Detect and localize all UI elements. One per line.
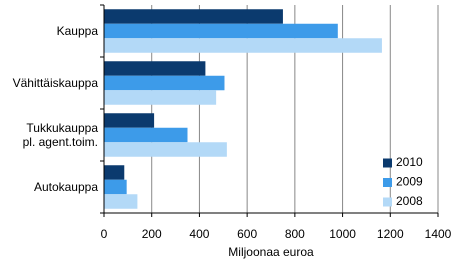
x-axis-label: Miljoonaa euroa — [228, 245, 314, 259]
y-tick-label: Tukkukauppa pl. agent.toim. — [22, 121, 98, 149]
legend-swatch — [383, 178, 392, 187]
x-tick-label: 600 — [237, 227, 257, 241]
bar — [104, 165, 125, 180]
x-tick-label: 1400 — [425, 227, 452, 241]
bar — [104, 127, 188, 143]
bar — [104, 142, 227, 157]
legend-label: 2009 — [396, 175, 423, 189]
x-tick-label: 200 — [142, 227, 162, 241]
y-tick-label: Vähittäiskauppa — [12, 76, 98, 90]
legend-label: 2008 — [396, 194, 423, 208]
y-tick-label: Autokauppa — [33, 180, 98, 194]
legend-swatch — [383, 158, 392, 168]
bar — [104, 38, 382, 53]
bar — [104, 90, 217, 105]
bar — [104, 9, 283, 24]
legend-label: 2010 — [396, 155, 423, 169]
x-tick-label: 400 — [189, 227, 209, 241]
y-tick-label: Kauppa — [56, 24, 98, 38]
x-tick-label: 1200 — [377, 227, 404, 241]
bar — [104, 113, 155, 128]
bar — [104, 179, 127, 195]
bar — [104, 23, 338, 39]
x-tick-label: 1000 — [329, 227, 356, 241]
x-tick-label: 0 — [101, 227, 108, 241]
bar — [104, 75, 225, 91]
bar — [104, 194, 138, 209]
legend-swatch — [383, 197, 392, 207]
bar — [104, 61, 206, 76]
x-tick-label: 800 — [285, 227, 305, 241]
